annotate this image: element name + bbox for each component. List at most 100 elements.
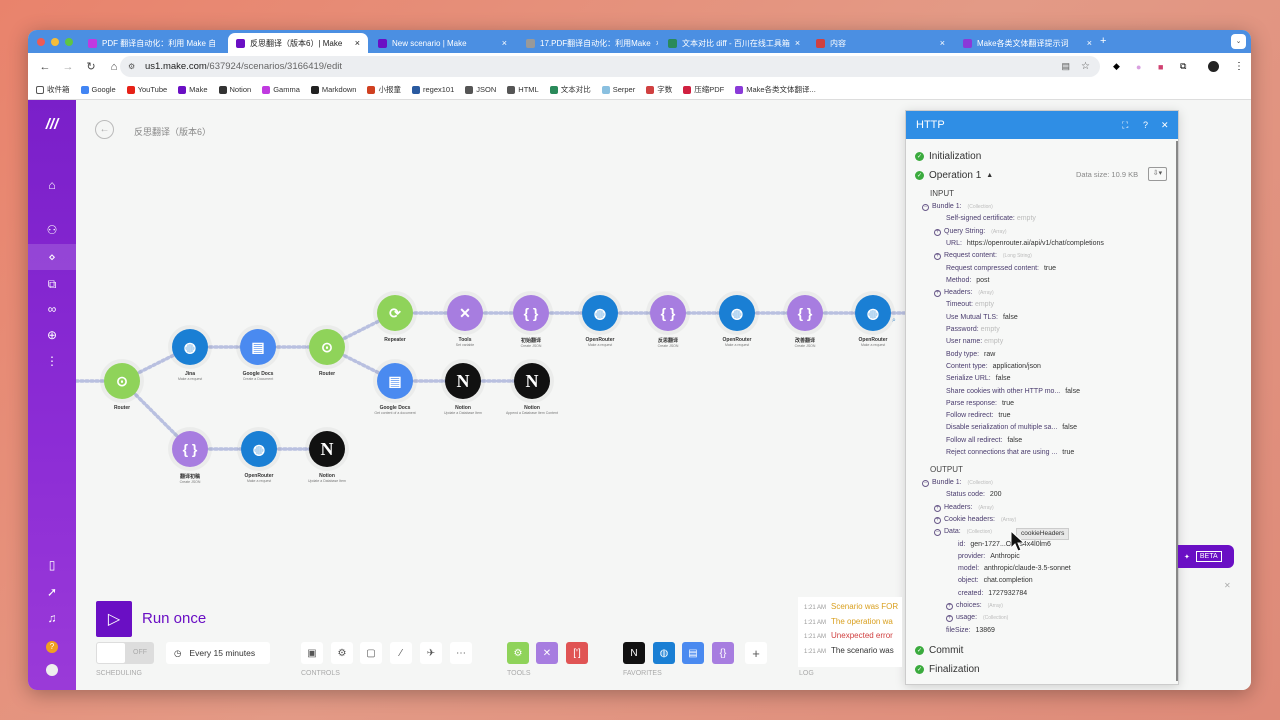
module-node[interactable]: ▤ xyxy=(240,329,276,365)
bookmark-item[interactable]: Make各类文体翻译... xyxy=(735,84,816,95)
module-node[interactable]: { } xyxy=(172,431,208,467)
tools-button[interactable]: ✕ xyxy=(536,642,558,664)
help-icon[interactable]: ? xyxy=(28,638,76,653)
expand-icon[interactable]: ⛶ xyxy=(1122,120,1129,130)
stage-commit[interactable]: ✓ Commit xyxy=(915,645,963,656)
module-node[interactable]: ◍ xyxy=(241,431,277,467)
bookmark-item[interactable]: 字数 xyxy=(646,84,672,95)
profile-avatar[interactable] xyxy=(1208,61,1219,72)
connections-icon[interactable]: ∞ xyxy=(47,302,57,316)
save-button[interactable]: ▣ xyxy=(301,642,323,664)
log-entry[interactable]: 1:21 AM The operation wa xyxy=(804,617,893,626)
bookmark-item[interactable]: 压缩PDF xyxy=(683,84,724,95)
bundle-row[interactable]: + choices: (Array) xyxy=(946,602,1003,610)
log-entry[interactable]: 1:21 AM The scenario was xyxy=(804,646,894,655)
ai-assistant-button[interactable]: ✦ BETA xyxy=(1178,545,1234,568)
expand-icon[interactable]: + xyxy=(934,290,941,298)
bookmark-star-icon[interactable]: ☆ xyxy=(1081,61,1090,72)
module-node[interactable]: N xyxy=(309,431,345,467)
close-tab-icon[interactable]: × xyxy=(656,38,658,48)
bookmark-item[interactable]: JSON xyxy=(465,85,496,94)
site-info-icon[interactable]: ⚙ xyxy=(128,62,136,71)
clipboard-icon[interactable]: ▤ xyxy=(1061,61,1070,71)
module-node[interactable]: ◍ xyxy=(582,295,618,331)
explain-flow-button[interactable]: ✈ xyxy=(420,642,442,664)
browser-tab[interactable]: New scenario | Make × xyxy=(370,33,515,53)
tab-search-button[interactable]: ⌄ xyxy=(1231,34,1246,49)
bookmark-item[interactable]: Serper xyxy=(601,85,635,94)
close-tab-icon[interactable]: × xyxy=(794,38,801,48)
bundle-row[interactable]: − Bundle 1: (Collection) xyxy=(922,479,993,487)
expand-icon[interactable]: + xyxy=(934,504,941,512)
url-input[interactable]: ⚙ us1.make.com/637924/scenarios/3166419/… xyxy=(120,56,1100,77)
scenarios-icon[interactable]: ⋄ xyxy=(28,244,76,270)
module-node[interactable]: ▤ xyxy=(377,363,413,399)
module-node[interactable]: ◍ xyxy=(172,329,208,365)
text-parser-button[interactable]: ['] xyxy=(566,642,588,664)
collapse-caret-icon[interactable]: ▲ xyxy=(986,172,994,179)
expand-icon[interactable]: + xyxy=(934,228,941,236)
extensions-puzzle-icon[interactable]: ⧉ xyxy=(1180,61,1187,71)
back-icon[interactable]: ← xyxy=(39,60,51,73)
bookmark-item[interactable]: Make xyxy=(178,85,208,94)
bundle-row[interactable]: + Headers: (Array) xyxy=(934,289,994,298)
bookmark-item[interactable]: HTML xyxy=(507,85,539,94)
more-controls-button[interactable]: ⋯ xyxy=(450,642,472,664)
close-window-button[interactable] xyxy=(37,38,45,46)
scheduling-toggle[interactable]: OFF xyxy=(96,642,154,664)
log-entry[interactable]: 1:21 AM Unexpected error xyxy=(804,631,893,640)
close-tab-icon[interactable]: × xyxy=(354,38,360,48)
bundle-row[interactable]: − Bundle 1: (Collection) xyxy=(922,203,993,211)
favorite-docs-button[interactable]: ▤ xyxy=(682,642,704,664)
bookmark-item[interactable]: YouTube xyxy=(126,85,167,94)
templates-icon[interactable]: ⧉ xyxy=(47,277,57,291)
bookmark-item[interactable]: 文本对比 xyxy=(549,84,591,95)
add-favorite-button[interactable]: + xyxy=(745,642,767,664)
module-node[interactable]: ✕ xyxy=(447,295,483,331)
module-node[interactable]: ⊙ xyxy=(104,363,140,399)
favorite-json-button[interactable]: {} xyxy=(712,642,734,664)
module-node[interactable]: ◍ xyxy=(855,295,891,331)
log-entry[interactable]: 1:21 AM Scenario was FOR xyxy=(804,602,898,611)
module-node[interactable]: ⟳ xyxy=(377,295,413,331)
notes-button[interactable]: ▢ xyxy=(360,642,382,664)
expand-icon[interactable]: + xyxy=(946,615,953,623)
bookmark-item[interactable]: Gamma xyxy=(262,85,300,94)
close-icon[interactable]: ✕ xyxy=(1161,120,1169,130)
extension-icon[interactable]: ■ xyxy=(1158,61,1164,72)
download-button[interactable]: ⇩▾ xyxy=(1148,167,1167,181)
module-node[interactable]: { } xyxy=(513,295,549,331)
bookmark-item[interactable]: regex101 xyxy=(411,85,454,94)
close-tab-icon[interactable]: × xyxy=(501,38,507,48)
maximize-window-button[interactable] xyxy=(65,38,73,46)
favorite-notion-button[interactable]: N xyxy=(623,642,645,664)
bundle-row[interactable]: + usage: (Collection) xyxy=(946,614,1008,623)
collapse-icon[interactable]: − xyxy=(922,204,929,211)
browser-tab[interactable]: Make各类文体翻译提示词 × xyxy=(955,33,1100,53)
forward-icon[interactable]: → xyxy=(62,60,74,73)
menu-icon[interactable]: ⋮ xyxy=(1234,61,1244,72)
team-icon[interactable]: ⚇ xyxy=(46,223,58,237)
help-icon[interactable]: ? xyxy=(1143,120,1149,130)
stage-operation[interactable]: ✓ Operation 1 ▲ xyxy=(915,170,993,181)
panel-scrollbar[interactable] xyxy=(1176,141,1178,681)
bundle-row[interactable]: − Data: (Collection) xyxy=(934,528,992,537)
extension-icon[interactable]: ● xyxy=(1136,61,1142,72)
bookmark-item[interactable]: 收件箱 xyxy=(36,84,70,95)
close-tab-icon[interactable]: × xyxy=(939,38,945,48)
minimize-window-button[interactable] xyxy=(51,38,59,46)
bundle-row[interactable]: + Headers: (Array) xyxy=(934,504,994,512)
module-node[interactable]: { } xyxy=(787,295,823,331)
home-icon[interactable]: ⌂ xyxy=(110,60,118,73)
stage-finalization[interactable]: ✓ Finalization xyxy=(915,664,980,675)
bundle-row[interactable]: + Query String: (Array) xyxy=(934,228,1006,236)
bookmark-item[interactable]: Google xyxy=(80,85,116,94)
bundle-row[interactable]: + Request content: (Long String) xyxy=(934,252,1032,261)
docs-icon[interactable]: ▯ xyxy=(48,558,56,572)
browser-tab[interactable]: 17.PDF翻译自动化：利用Make × xyxy=(518,33,658,53)
reload-icon[interactable]: ↻ xyxy=(86,61,96,73)
new-tab-button[interactable]: + xyxy=(1100,35,1107,47)
bookmark-item[interactable]: Notion xyxy=(218,85,251,94)
close-tab-icon[interactable]: × xyxy=(1086,38,1092,48)
zoom-icon[interactable]: ⌕ xyxy=(892,317,896,324)
